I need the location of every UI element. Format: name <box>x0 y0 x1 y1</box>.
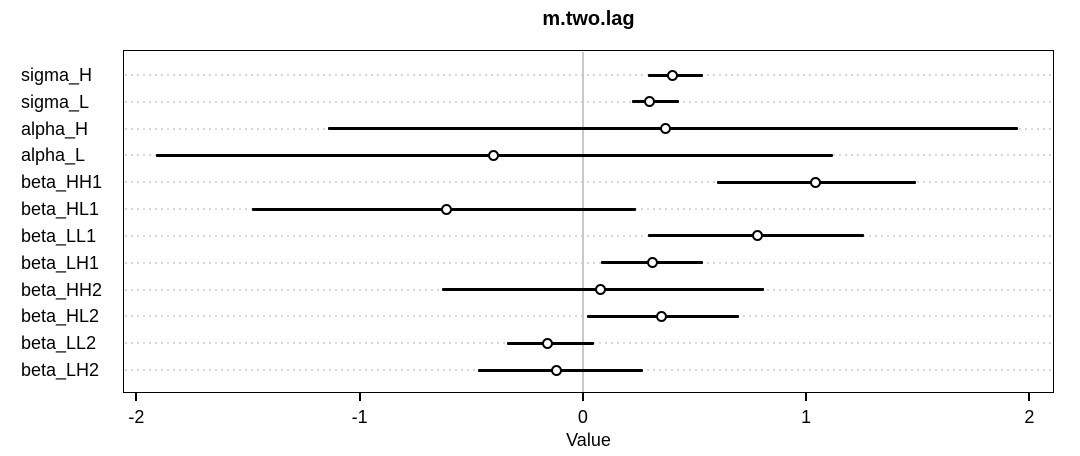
y-axis-label: beta_HH2 <box>21 279 103 300</box>
y-axis-label: beta_HL1 <box>21 199 100 220</box>
x-axis-title: Value <box>566 430 611 450</box>
point-marker <box>595 284 607 296</box>
point-marker <box>550 364 562 376</box>
point-marker <box>751 230 763 242</box>
x-tick-label: 0 <box>577 407 588 427</box>
point-marker <box>655 310 667 322</box>
chart-title: m.two.lag <box>542 8 635 30</box>
x-tick-label: -1 <box>351 407 368 427</box>
ci-line <box>632 100 679 104</box>
y-axis-label: beta_LL2 <box>21 333 97 354</box>
gridline <box>125 261 1052 264</box>
x-tick <box>135 393 138 401</box>
x-tick <box>805 393 808 401</box>
x-tick <box>581 393 584 401</box>
gridline <box>125 234 1052 237</box>
ci-line <box>328 127 1019 131</box>
y-axis-label: beta_HL2 <box>21 306 100 327</box>
zero-reference-line <box>582 51 584 392</box>
x-tick <box>358 393 361 401</box>
point-marker <box>666 69 678 81</box>
point-marker <box>646 257 658 269</box>
y-axis-label: beta_LH1 <box>21 252 100 273</box>
y-axis-label: sigma_H <box>21 65 93 85</box>
point-marker <box>660 123 672 135</box>
y-axis-label: beta_LL1 <box>21 225 97 246</box>
x-tick-label: 1 <box>801 407 812 427</box>
gridline <box>125 74 1052 76</box>
point-marker <box>644 96 656 108</box>
y-axis-label: alpha_L <box>21 145 86 166</box>
y-axis-label: beta_HH1 <box>21 172 103 193</box>
point-marker <box>488 149 500 161</box>
point-marker <box>809 176 821 188</box>
x-tick <box>1028 393 1031 401</box>
y-axis-label: sigma_L <box>21 91 90 112</box>
gridline <box>125 181 1052 184</box>
point-marker <box>441 203 453 215</box>
y-axis-label: beta_LH2 <box>21 360 100 380</box>
x-tick-label: 2 <box>1024 407 1035 427</box>
x-tick-label: -2 <box>128 407 145 427</box>
y-axis-label: alpha_H <box>21 118 89 139</box>
gridline <box>125 100 1052 103</box>
point-marker <box>541 337 553 349</box>
plot-box <box>123 50 1054 393</box>
